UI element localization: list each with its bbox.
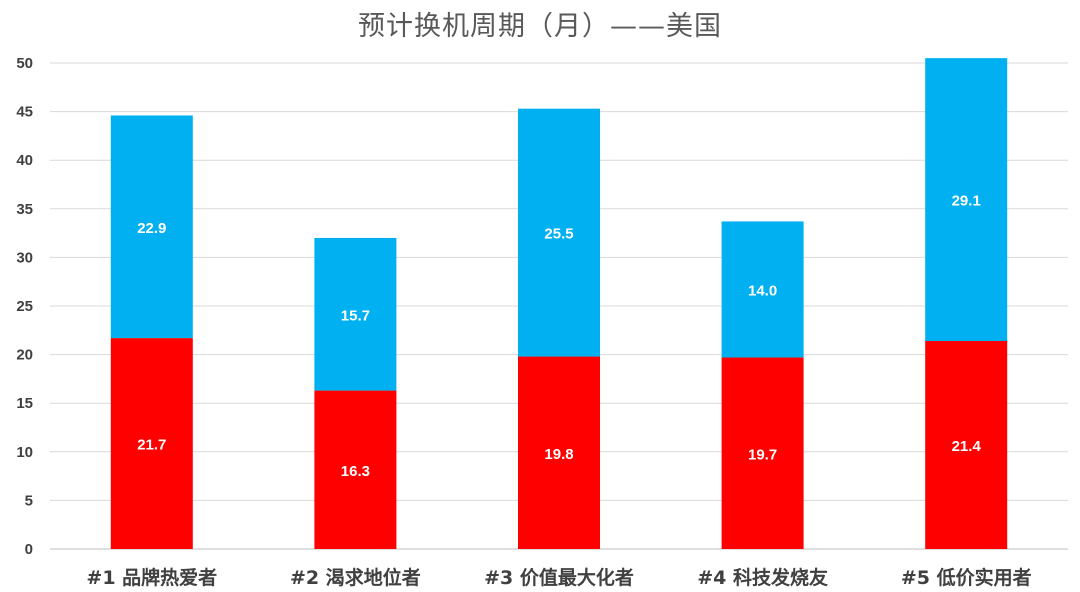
y-tick-label: 25 (16, 298, 33, 315)
y-tick-label: 35 (16, 201, 33, 218)
x-category-label: #3 价值最大化者 (484, 566, 634, 589)
bar-segment (314, 237, 397, 391)
data-label: 15.7 (341, 307, 370, 324)
bar-segment (925, 340, 1008, 549)
chart-title: 预计换机周期（月）——美国 (358, 11, 722, 42)
data-label: 16.3 (341, 463, 370, 480)
y-tick-label: 20 (16, 347, 33, 364)
data-label: 21.4 (952, 438, 982, 455)
data-label: 22.9 (137, 220, 166, 237)
bar-segment (925, 58, 1008, 341)
y-tick-label: 0 (25, 541, 33, 558)
y-tick-label: 30 (16, 249, 33, 266)
y-tick-label: 15 (16, 395, 33, 412)
x-category-label: #1 品牌热爱者 (86, 566, 217, 589)
y-tick-label: 10 (16, 444, 33, 461)
data-label: 29.1 (952, 193, 981, 210)
bar-segment (721, 357, 804, 549)
x-category-label: #2 渴求地位者 (290, 566, 421, 589)
data-label: 14.0 (748, 282, 777, 299)
data-label: 19.8 (544, 446, 573, 463)
x-category-label: #4 科技发烧友 (697, 566, 828, 589)
bar-segment (721, 221, 804, 358)
data-label: 19.7 (748, 446, 777, 463)
y-tick-label: 45 (16, 104, 33, 121)
bar-segment (518, 356, 600, 549)
data-label: 21.7 (137, 437, 166, 454)
bar-segment (110, 338, 193, 549)
bar-segment (110, 115, 193, 339)
data-label: 25.5 (544, 226, 573, 243)
y-tick-label: 40 (16, 152, 33, 169)
y-tick-label: 50 (16, 55, 33, 72)
y-tick-label: 5 (25, 492, 33, 509)
x-category-label: #5 低价实用者 (901, 566, 1032, 589)
bar-segment (518, 108, 600, 357)
bar-segment (314, 390, 397, 549)
